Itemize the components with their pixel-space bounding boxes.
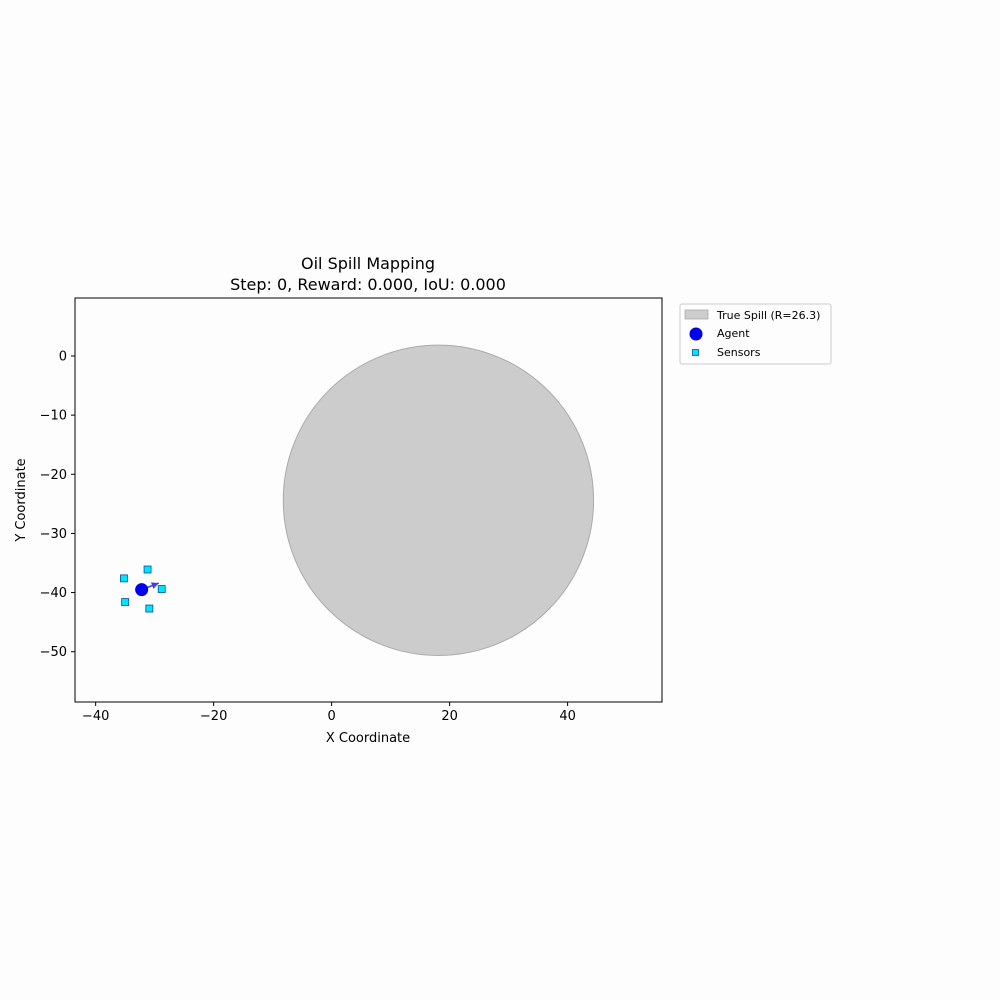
chart-title: Oil Spill Mapping: [301, 254, 435, 273]
x-axis-label: X Coordinate: [326, 731, 410, 746]
plot-frame: [74, 297, 663, 703]
spill-circle: [282, 344, 595, 656]
legend-agent-label: Agent: [717, 327, 750, 340]
sensor-marker: [121, 598, 130, 606]
sensor-marker: [145, 604, 154, 613]
sensor-marker: [120, 574, 128, 583]
legend: True Spill (R=26.3) Agent Sensors: [679, 303, 832, 365]
legend-sensor-swatch: [692, 349, 699, 356]
y-tick-label: 0: [59, 349, 67, 364]
x-tick-label: −40: [82, 709, 109, 724]
legend-agent-swatch: [689, 327, 703, 341]
chart-subtitle: Step: 0, Reward: 0.000, IoU: 0.000: [230, 275, 506, 294]
legend-frame: [679, 303, 832, 365]
x-tick-label: −20: [200, 709, 227, 724]
legend-spill-swatch: [684, 309, 709, 320]
x-tick-label: 20: [441, 709, 458, 724]
agent-heading-arrowhead: [150, 582, 159, 589]
y-axis-label: Y Coordinate: [14, 458, 29, 542]
y-tick-label: −40: [40, 586, 67, 601]
sensor-marker: [157, 585, 166, 593]
y-tick-label: −20: [40, 468, 67, 483]
sensor-marker: [143, 565, 152, 574]
x-tick-label: 0: [327, 709, 335, 724]
legend-spill-label: True Spill (R=26.3): [716, 309, 820, 322]
y-tick-label: −50: [40, 645, 67, 660]
x-tick-label: 40: [559, 709, 576, 724]
legend-sensors-label: Sensors: [717, 346, 761, 359]
agent-marker: [135, 583, 149, 597]
y-tick-label: −30: [40, 527, 67, 542]
y-tick-label: −10: [40, 409, 67, 424]
